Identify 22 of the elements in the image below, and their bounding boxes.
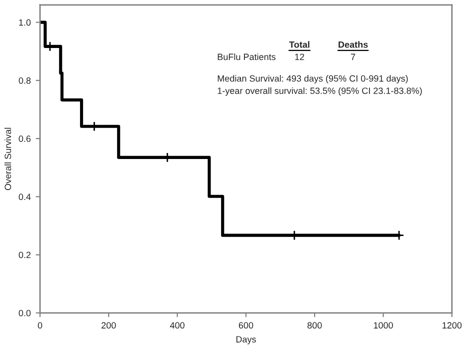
x-tick-label: 600 [238,322,254,329]
annotation: 7 [351,54,356,60]
annotation: 12 [295,54,304,60]
y-axis-title: Overall Survival [4,128,12,190]
y-tick-label: 1.0 [19,19,31,26]
y-tick-label: 0.2 [18,252,31,258]
annotation: Median Survival: 493 days (95% CI 0-991 days) [218,75,408,84]
x-axis-title: Days [236,336,256,344]
x-tick-label: 200 [102,322,116,329]
y-tick-label: 0.4 [18,194,31,200]
x-tick-label: 800 [307,322,322,329]
x-tick-label: 1000 [374,322,393,329]
y-tick-label: 0.0 [18,310,31,316]
annotation: 1-year overall survival: 53.5% (95% CI 23.1-83.8%) [218,87,422,96]
annotation: Deaths [338,41,368,48]
x-tick-label: 400 [170,322,184,329]
annotation: BuFlu Patients [218,53,276,60]
x-tick-label: 1200 [442,322,462,329]
x-tick-label: 0 [38,322,42,329]
y-tick-label: 0.8 [18,77,31,84]
y-tick-label: 0.6 [18,136,31,142]
annotation: Total [289,41,310,48]
